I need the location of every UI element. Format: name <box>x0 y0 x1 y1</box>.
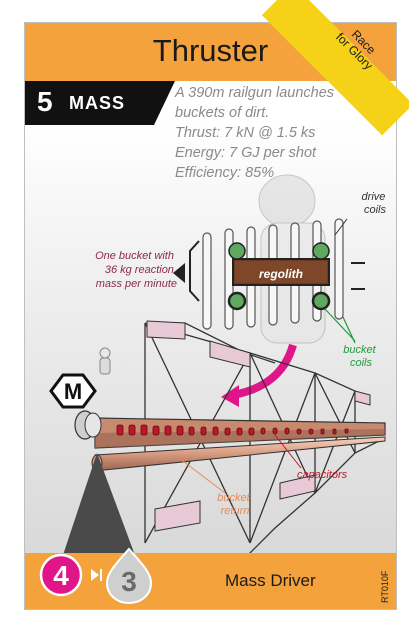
mass-driver-illustration: regolith <box>25 123 396 609</box>
therms-value: 3 <box>121 566 137 597</box>
regolith-label: regolith <box>259 267 303 281</box>
m-badge-letter: M <box>64 379 82 404</box>
mass-label: MASS <box>69 93 126 113</box>
bucket-coil <box>228 242 246 260</box>
spec-block: A 390m railgun launches buckets of dirt.… <box>175 83 390 183</box>
solar-panels <box>146 320 371 532</box>
card-title: Thruster <box>152 33 269 68</box>
stats-bar: 4 3 <box>39 547 153 605</box>
spec-line: Energy: 7 GJ per shot <box>175 145 317 161</box>
drive-coil <box>334 218 344 320</box>
card-footer: Mass Driver RT010F <box>25 553 396 609</box>
bucket-inset: regolith <box>173 218 365 344</box>
arrow-right-icon <box>91 569 99 581</box>
launch-tube <box>74 410 386 494</box>
capacitors-label: capacitors <box>297 469 348 481</box>
drive-coil <box>202 232 212 330</box>
background-gradient <box>25 123 396 553</box>
spec-line: Thrust: 7 kN @ 1.5 ks <box>175 125 316 141</box>
bucket-coils-label: bucket coils <box>343 344 378 369</box>
spec-line: buckets of dirt. <box>175 105 270 121</box>
zoom-arrow <box>232 343 297 399</box>
bucket-coil <box>312 242 330 260</box>
mass-value: 5 <box>37 86 53 117</box>
bucket-note: One bucket with 36 kg reaction mass per … <box>95 250 177 290</box>
rad-hard-value: 4 <box>53 560 69 591</box>
drive-coils-label: drive coils <box>362 191 389 216</box>
bucket-coil <box>311 291 331 311</box>
spec-line: A 390m railgun launches <box>175 85 335 101</box>
card[interactable]: Thruster <box>24 22 397 610</box>
bucket-return-label: bucket return <box>217 492 252 517</box>
droplet-icon <box>105 547 153 605</box>
card-code: RT010F <box>380 570 390 603</box>
m-hex-badge: M <box>49 373 97 409</box>
direction-arrow <box>173 263 185 283</box>
bucket-coil <box>227 291 247 311</box>
bucket-frame <box>189 240 200 302</box>
capacitors-row <box>116 424 349 436</box>
spec-line: Efficiency: 85% <box>175 165 275 181</box>
card-name: Mass Driver <box>225 571 316 590</box>
mass-badge: 5 MASS <box>25 81 175 125</box>
rad-hard-circle <box>39 553 83 597</box>
tiny-astronaut <box>99 347 111 375</box>
